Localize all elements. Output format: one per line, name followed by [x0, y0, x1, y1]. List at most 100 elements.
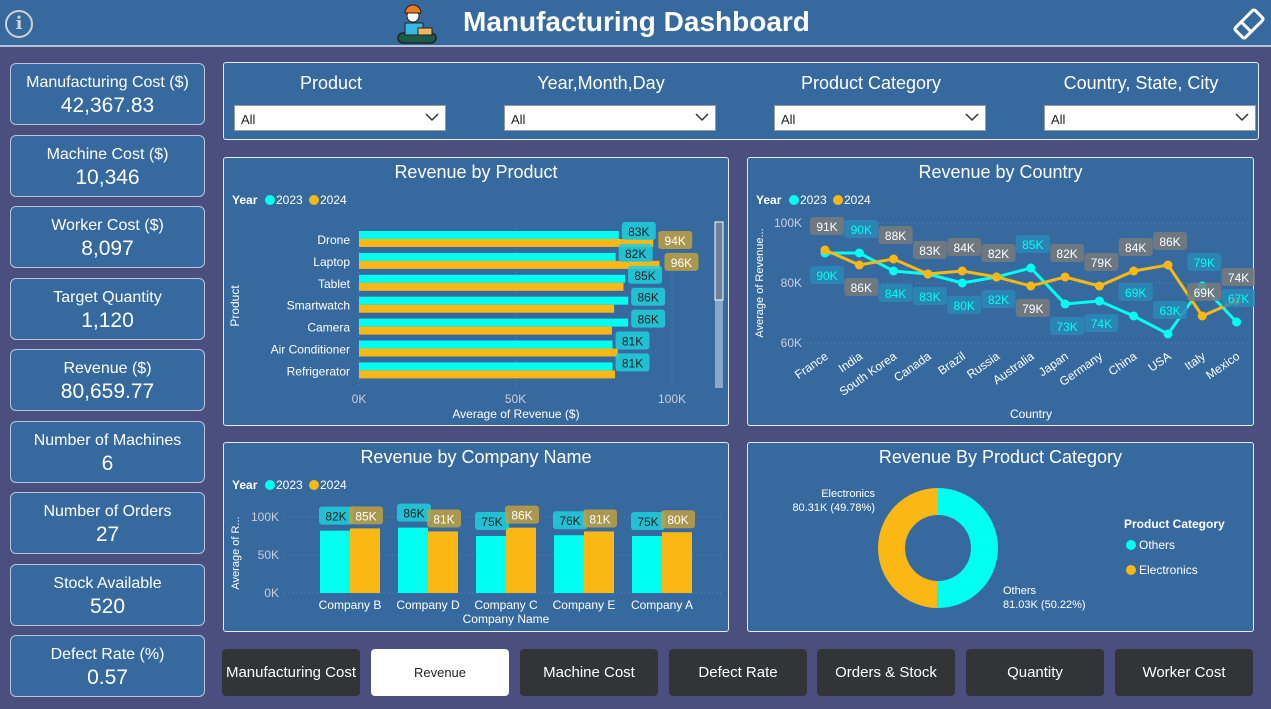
data-label-2024: 84K: [954, 241, 975, 255]
data-label-2023-bg: [615, 353, 650, 372]
data-label-2024-bg: [981, 244, 1016, 262]
data-label-2024: 81K: [433, 512, 454, 526]
data-label-2023: 80K: [954, 299, 975, 313]
data-label-2023: 85K: [1022, 238, 1043, 252]
point-2023: [1232, 317, 1242, 327]
revenue-by-country-chart: Year 2023 2024 60K 80K 100K Average of Revenue…: [754, 193, 1256, 421]
data-label-2023-bg: [615, 331, 650, 350]
scrollbar[interactable]: [715, 222, 723, 388]
kpi-card: Manufacturing Cost ($) 42,367.83: [10, 63, 205, 125]
data-label-2023: 90K: [851, 223, 872, 237]
x-tick-label: 0K: [352, 392, 367, 406]
filter-dropdown[interactable]: All: [1044, 105, 1256, 131]
data-label-2023-bg: [1118, 283, 1153, 301]
dropdown-value: All: [241, 112, 256, 127]
x-tick-label: Mexico: [1203, 349, 1242, 382]
revenue-by-category-chart: Others 81.03K (50.22%) Electronics 80.31K (…: [792, 488, 1225, 611]
bar-2023: [359, 318, 629, 327]
data-label-2024-bg: [1153, 232, 1187, 250]
revenue-by-product-chart: Year 2023 2024 0K 50K 100K Average of Revenue …: [228, 193, 724, 421]
slice-others: [937, 488, 998, 608]
bar-2024: [350, 528, 380, 593]
data-label-2023-bg: [553, 511, 587, 530]
eraser-icon[interactable]: [1233, 8, 1265, 40]
data-label-2024-bg: [661, 510, 695, 529]
revenue-by-product-panel: Revenue by Product Year 2023 2024 0K 50K 100K…: [223, 157, 729, 426]
data-label-2024: 79K: [1091, 256, 1112, 270]
filter-2: Product Category All: [764, 73, 986, 131]
data-label-2023: 76K: [559, 514, 580, 528]
legend-label-2023: 2023: [276, 193, 303, 207]
point-2024: [1163, 260, 1173, 270]
kpi-value: 1,120: [81, 308, 134, 332]
y-tick-label: Smartwatch: [287, 299, 350, 313]
legend-marker-2023: [265, 195, 275, 205]
nav-button[interactable]: Defect Rate: [669, 649, 807, 696]
nav-button[interactable]: Manufacturing Cost: [222, 649, 360, 696]
bar-2024: [359, 260, 660, 269]
nav-button[interactable]: Quantity: [966, 649, 1104, 696]
chart-title: Revenue by Company Name: [360, 447, 592, 467]
info-icon[interactable]: i: [5, 10, 33, 38]
x-axis-title: Average of Revenue ($): [452, 407, 579, 421]
y-tick-label: 50K: [258, 548, 279, 562]
point-2024: [854, 260, 864, 270]
y-tick-label: 100K: [251, 510, 279, 524]
bar-2023: [359, 231, 619, 239]
bar-2023: [359, 252, 616, 261]
y-tick-label: Refrigerator: [287, 364, 350, 378]
bar-2023: [476, 536, 506, 593]
filter-dropdown[interactable]: All: [234, 105, 446, 131]
kpi-value: 520: [89, 594, 126, 618]
nav-button[interactable]: Revenue: [371, 649, 509, 696]
slice-value-others: 81.03K (50.22%): [1003, 599, 1086, 611]
x-tick-label: Company A: [631, 598, 693, 612]
legend-title: Product Category: [1124, 517, 1225, 531]
legend-marker-2023: [789, 195, 799, 205]
data-label-2024-bg: [912, 241, 947, 259]
point-2023: [1163, 329, 1173, 339]
chart-title: Revenue by Product: [394, 162, 558, 182]
x-tick-label: Company E: [553, 598, 616, 612]
point-2023: [957, 278, 967, 288]
page-title: Manufacturing Dashboard: [463, 6, 810, 37]
nav-button[interactable]: Worker Cost: [1115, 649, 1253, 696]
bar-2023: [359, 274, 626, 283]
data-label-2023-bg: [1015, 235, 1050, 253]
chart-title: Revenue by Country: [918, 162, 1083, 182]
data-label-2023-bg: [618, 243, 653, 262]
bar-2024: [359, 348, 618, 357]
data-label-2023: 73K: [1056, 320, 1077, 334]
data-label-2023-bg: [631, 287, 666, 306]
bar-2023: [554, 535, 584, 593]
filter-0: Product All: [224, 73, 446, 131]
filter-dropdown[interactable]: All: [504, 105, 716, 131]
x-tick-label: USA: [1145, 349, 1173, 375]
dropdown-value: All: [511, 112, 526, 127]
scrollbar-thumb[interactable]: [714, 221, 724, 301]
y-tick-label: Drone: [317, 233, 350, 247]
data-label-2023-bg: [878, 284, 913, 302]
data-label-2023: 82K: [625, 247, 646, 261]
data-label-2023-bg: [1084, 314, 1119, 332]
y-tick-label: Air Conditioner: [271, 343, 350, 357]
data-label-2024: 85K: [355, 509, 376, 523]
data-label-2023-bg: [1050, 317, 1085, 335]
data-label-2023-bg: [319, 506, 353, 525]
nav-button[interactable]: Orders & Stock: [817, 649, 955, 696]
kpi-value: 80,659.77: [60, 380, 155, 403]
header: i Manufacturing Dashboard: [0, 0, 1271, 47]
revenue-by-company-panel: Revenue by Company Name Year 2023 2024 0K 50…: [223, 442, 729, 632]
data-label-2024-bg: [1050, 244, 1085, 262]
legend-label-2023: 2023: [276, 478, 303, 492]
chevron-down-icon: [1235, 113, 1249, 122]
data-label-2023: 79K: [1194, 256, 1215, 270]
point-2024: [923, 269, 933, 279]
legend-marker-2024: [309, 195, 319, 205]
kpi-label: Revenue ($): [63, 360, 152, 377]
data-label-2024: 91K: [816, 220, 837, 234]
nav-button[interactable]: Machine Cost: [520, 649, 658, 696]
x-tick-label: 100K: [658, 392, 686, 406]
filter-dropdown[interactable]: All: [774, 105, 986, 131]
data-label-2023: 82K: [325, 510, 346, 524]
